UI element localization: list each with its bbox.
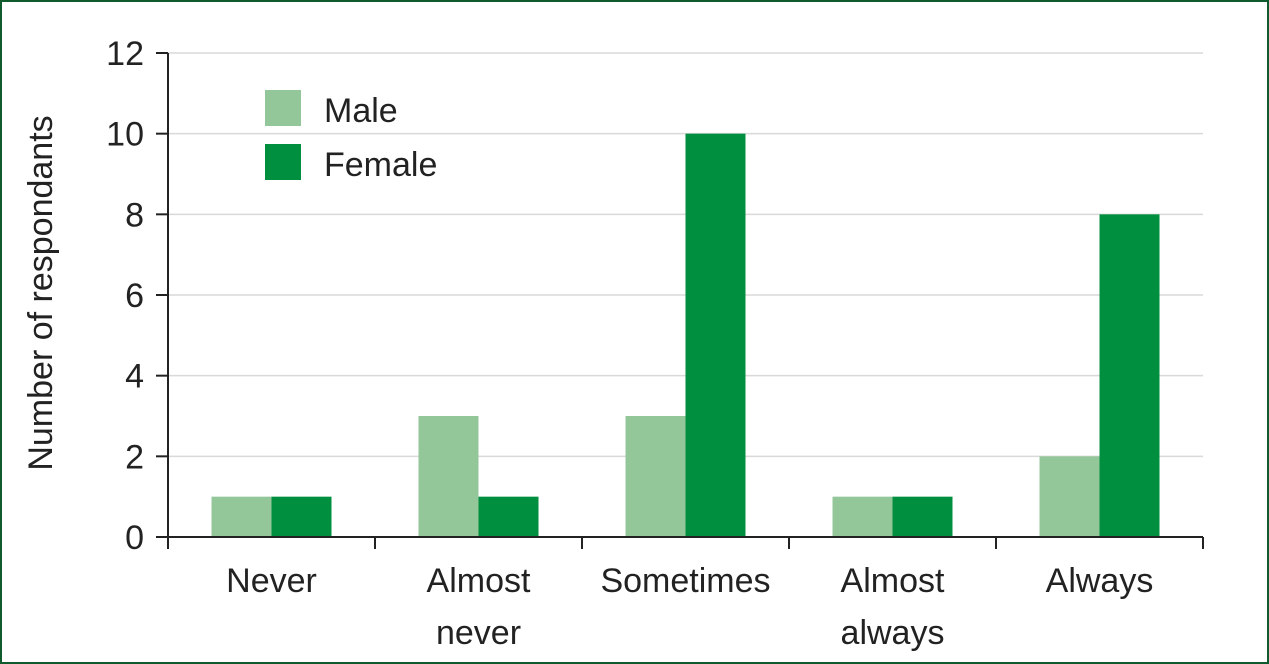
- x-tick-label-line: Sometimes: [600, 562, 770, 600]
- legend-swatch-female: [265, 144, 301, 180]
- x-tick-label: Never: [226, 562, 317, 600]
- x-tick-label: Almost always: [841, 562, 945, 652]
- bar-male: [625, 416, 686, 537]
- bar-male: [1039, 456, 1100, 537]
- y-tick-label: 0: [125, 519, 144, 557]
- y-tick-label: 4: [125, 358, 144, 396]
- y-tick-label: 10: [106, 116, 144, 154]
- y-tick-label: 2: [125, 438, 144, 476]
- bar-male: [211, 496, 272, 537]
- x-tick-label: Always: [1046, 562, 1154, 600]
- x-tick-label-line: Almost: [427, 562, 531, 600]
- bar-male: [418, 416, 479, 537]
- y-axis-title: Number of respondants: [22, 115, 60, 470]
- x-tick-label-line: never: [436, 614, 521, 652]
- x-tick-label-line: Never: [226, 562, 317, 600]
- bar-female: [892, 496, 953, 537]
- x-tick-label-line: always: [841, 614, 945, 652]
- legend-label-male: Male: [324, 92, 398, 130]
- x-tick-label: Almost never: [427, 562, 531, 652]
- y-tick-label: 6: [125, 277, 144, 315]
- x-tick-label-line: Always: [1046, 562, 1154, 600]
- x-tick-label-line: Almost: [841, 562, 945, 600]
- bar-female: [478, 496, 539, 537]
- y-tick-label: 12: [106, 35, 144, 73]
- bar-male: [832, 496, 893, 537]
- bar-female: [685, 133, 746, 537]
- x-tick-label: Sometimes: [600, 562, 770, 600]
- bar-female: [1099, 214, 1160, 538]
- legend-label-female: Female: [324, 146, 437, 184]
- y-tick-label: 8: [125, 196, 144, 234]
- legend-swatch-male: [265, 90, 301, 126]
- bar-female: [271, 496, 332, 537]
